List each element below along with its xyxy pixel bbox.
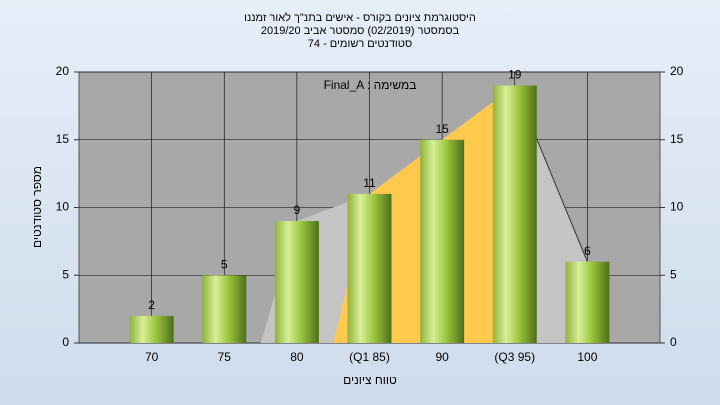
- x-tick-label: 100: [577, 350, 597, 364]
- data-label: 11: [363, 176, 376, 190]
- bar: [129, 315, 174, 343]
- annotation: Final_A : במשימה: [324, 78, 417, 92]
- data-label: 6: [584, 244, 591, 258]
- y2-tick-label: 15: [670, 132, 684, 146]
- y-tick-label: 5: [62, 267, 69, 281]
- y2-tick-label: 20: [670, 64, 684, 78]
- y2-tick-label: 5: [670, 267, 677, 281]
- bar: [420, 139, 465, 343]
- x-tick-label: 75: [218, 350, 232, 364]
- chart-title: היסטוגרמת ציונים בקורס - אישים בתנ"ך לאו…: [244, 11, 476, 24]
- y-tick-label: 10: [56, 200, 70, 214]
- y-tick-label: 15: [56, 132, 70, 146]
- data-label: 9: [294, 203, 301, 217]
- x-tick-label: (Q3 95): [494, 350, 535, 364]
- y-axis-label: מספר סטודנטים: [30, 166, 44, 248]
- bar: [492, 85, 537, 344]
- x-tick-label: 80: [290, 350, 304, 364]
- y-tick-label: 20: [56, 64, 70, 78]
- bar: [274, 221, 319, 343]
- data-label: 2: [148, 298, 155, 312]
- data-label: 5: [221, 257, 228, 271]
- x-tick-label: 90: [435, 350, 449, 364]
- bar: [202, 275, 247, 343]
- y-tick-label: 0: [62, 335, 69, 349]
- y2-tick-label: 10: [670, 200, 684, 214]
- bar: [565, 261, 610, 343]
- chart-subtitle: בסמסטר (02/2019) סמסטר אביב 2019/20: [261, 25, 460, 37]
- x-tick-label: 70: [145, 350, 159, 364]
- data-label: 19: [508, 68, 522, 82]
- x-axis-label: טווח ציונים: [343, 373, 397, 387]
- data-label: 15: [435, 122, 449, 136]
- bar: [347, 193, 392, 343]
- chart-subtitle: סטודנטים רשומים - 74: [308, 38, 412, 50]
- x-tick-label: (Q1 85): [349, 350, 390, 364]
- y2-tick-label: 0: [670, 335, 677, 349]
